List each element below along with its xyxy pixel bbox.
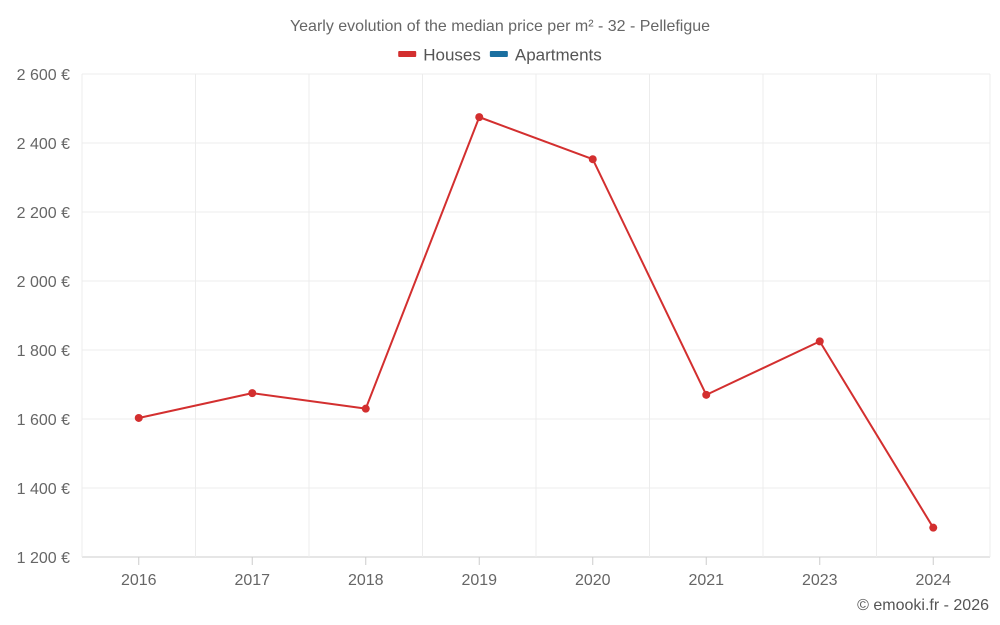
legend-label-houses: Houses xyxy=(423,45,481,64)
x-tick-label: 2017 xyxy=(234,572,270,589)
legend-swatch-apartments xyxy=(489,51,508,57)
y-axis: 1 200 € 1 400 € 1 600 € 1 800 € 2 000 € 2 200… xyxy=(17,67,70,567)
legend-swatch-houses xyxy=(398,51,417,57)
x-tick-label: 2016 xyxy=(121,572,157,589)
data-point-houses-2023[interactable] xyxy=(815,337,824,346)
legend-item-apartments[interactable]: Apartments xyxy=(489,45,602,64)
data-point-houses-2020[interactable] xyxy=(588,155,597,164)
x-tick-label: 2023 xyxy=(802,572,838,589)
data-point-houses-2018[interactable] xyxy=(361,404,370,413)
x-tick-label: 2020 xyxy=(575,572,611,589)
y-tick-label: 2 000 € xyxy=(17,274,70,291)
data-point-houses-2016[interactable] xyxy=(134,413,143,422)
y-tick-label: 1 800 € xyxy=(17,343,70,360)
y-tick-label: 2 200 € xyxy=(17,205,70,222)
legend: Houses Apartments xyxy=(398,45,602,64)
x-tick-label: 2018 xyxy=(348,572,384,589)
y-tick-label: 1 600 € xyxy=(17,412,70,429)
chart-title: Yearly evolution of the median price per… xyxy=(290,18,710,35)
data-point-houses-2021[interactable] xyxy=(702,390,711,399)
y-tick-label: 2 600 € xyxy=(17,67,70,84)
x-tick-label: 2021 xyxy=(688,572,724,589)
data-point-houses-2019[interactable] xyxy=(475,113,484,122)
y-tick-label: 2 400 € xyxy=(17,136,70,153)
y-tick-label: 1 200 € xyxy=(17,550,70,567)
x-axis: 2016 2017 2018 2019 2020 2021 2023 2024 xyxy=(121,557,951,589)
y-tick-label: 1 400 € xyxy=(17,481,70,498)
series-line-houses xyxy=(138,116,935,529)
credit-text: © emooki.fr - 2026 xyxy=(857,597,989,614)
data-point-houses-2024[interactable] xyxy=(929,523,938,532)
grid xyxy=(81,73,991,558)
x-tick-label: 2019 xyxy=(461,572,497,589)
legend-item-houses[interactable]: Houses xyxy=(398,45,481,64)
x-tick-label: 2024 xyxy=(915,572,951,589)
legend-label-apartments: Apartments xyxy=(515,45,602,64)
series-layer xyxy=(134,113,938,532)
data-point-houses-2017[interactable] xyxy=(248,389,257,398)
